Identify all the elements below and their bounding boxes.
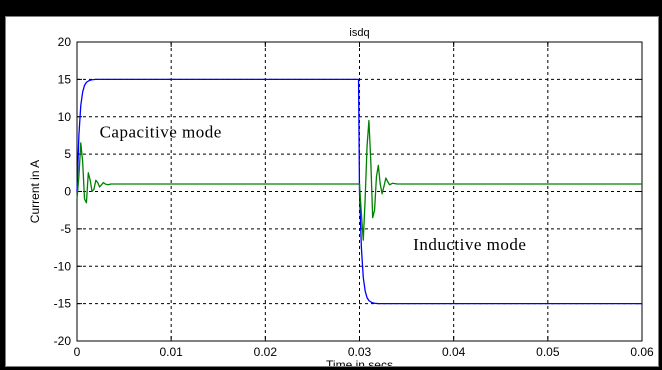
y-tick-label: 20 [58,35,72,49]
y-tick-label: 5 [64,147,71,161]
x-tick-label: 0.05 [536,345,560,359]
chart-title: isdq [349,27,369,39]
x-tick-label: 0.04 [442,345,466,359]
x-tick-label: 0 [74,345,81,359]
series-group [76,78,642,305]
plot-panel: 0 0.01 0.02 0.03 0.04 0.05 0.06 20 15 10 5 0 -5 -10 -1… [5,16,659,367]
y-tick-label: 10 [58,110,72,124]
annotation-label: Inductive mode [413,235,526,254]
y-axis-label: Current in A [28,160,42,223]
axis-ticks: 0 0.01 0.02 0.03 0.04 0.05 0.06 20 15 10 5 0 -5 -10 -1… [54,35,654,359]
x-tick-label: 0.01 [159,345,183,359]
y-tick-label: -20 [54,334,72,348]
series-line-1 [76,78,642,305]
x-tick-label: 0.02 [254,345,278,359]
y-tick-label: 0 [64,185,71,199]
x-tick-label: 0.06 [630,345,654,359]
x-axis-label: Time in secs [326,358,393,366]
y-tick-label: -15 [54,297,72,311]
y-tick-label: -5 [60,222,71,236]
series-line-2 [76,119,642,241]
y-tick-label: 15 [58,72,72,86]
y-tick-label: -10 [54,259,72,273]
annotation-label: Capacitive mode [100,123,222,142]
annotations: Capacitive mode Inductive mode [100,123,526,254]
line-chart: 0 0.01 0.02 0.03 0.04 0.05 0.06 20 15 10 5 0 -5 -10 -1… [28,27,654,366]
x-tick-label: 0.03 [348,345,372,359]
